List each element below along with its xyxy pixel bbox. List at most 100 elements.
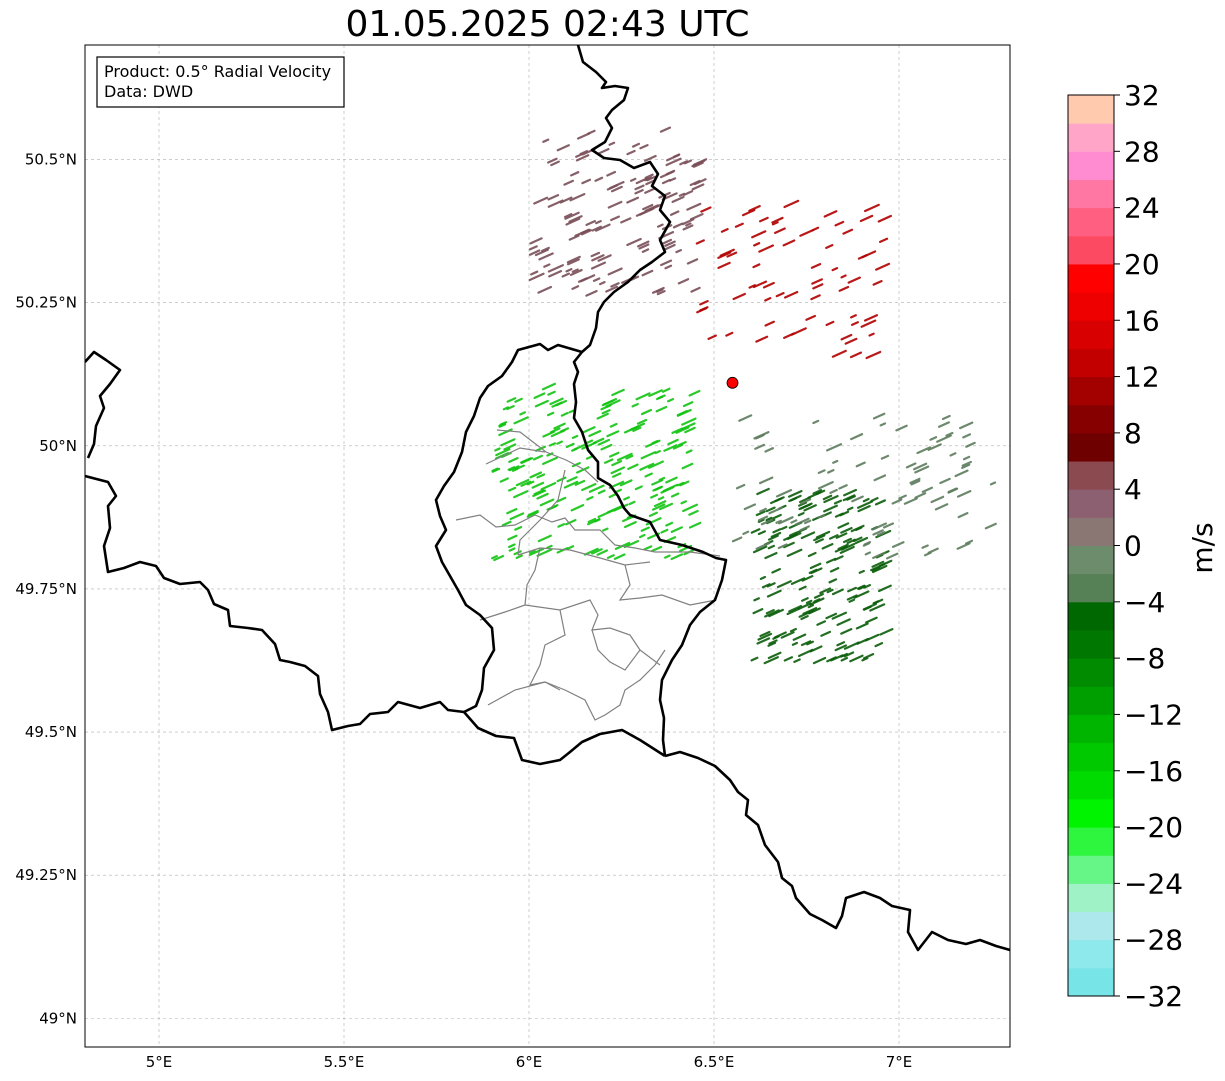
echo-streak [734,222,744,228]
echo-streak [630,177,637,182]
echo-streak [596,412,609,420]
border-be-fr [85,474,465,732]
echo-streak [812,488,823,495]
admin-border-line [479,547,541,621]
echo-streak [654,450,661,455]
echo-streak [664,264,673,270]
echo-streak [608,141,616,146]
lat-tick-label: 50°N [39,437,77,455]
echo-streak [591,225,602,232]
echo-streak [500,438,516,447]
echo-streak [840,526,853,534]
echo-streak [503,443,517,451]
echo-streak [882,522,895,529]
echo-streak [547,264,564,273]
echo-streak [660,486,675,494]
echo-streak [786,532,802,540]
echo-streak [759,507,767,513]
echo-streak [680,500,687,505]
echo-streak [831,267,839,272]
echo-streak [682,190,694,196]
echo-streak [798,585,807,591]
echo-streak [775,488,793,498]
echo-streak [534,399,549,408]
echo-streak [597,509,614,518]
echo-streak [797,602,812,610]
echo-streak [857,504,871,513]
echo-streak [612,472,622,478]
echo-streak [569,268,583,276]
echo-streak [613,553,626,560]
echo-streak [508,543,516,549]
echo-streak [608,451,620,458]
echo-streak [858,569,865,574]
echo-streak [780,631,795,639]
echo-streak [576,466,590,474]
echo-streak [813,534,826,542]
echo-streak [854,536,869,545]
echo-streak [690,286,701,293]
echo-streak [557,523,566,528]
echo-streak [766,589,782,598]
echo-streak [576,132,591,140]
echo-streak [657,223,664,228]
echo-streak [834,545,848,553]
echo-streak [606,170,617,177]
echo-streak [685,222,692,227]
echo-streak [800,615,809,621]
echo-streak [880,454,890,460]
echo-streak [619,479,633,487]
echo-streak [566,258,580,266]
echo-streak [547,199,564,208]
echo-streak [783,290,799,299]
echo-streak [793,658,801,663]
echo-streak [652,485,663,492]
admin-border-line [517,547,651,566]
echo-streak [871,566,881,572]
echo-streak [585,220,596,226]
echo-streak [699,299,709,306]
echo-streak [764,609,780,618]
echo-streak [691,159,706,168]
echo-streak [610,215,620,222]
echo-streak [875,529,892,539]
echo-streak [665,521,674,527]
echo-streak [813,598,821,603]
echo-streak [759,575,767,580]
echo-streak [788,531,798,537]
echo-streak [865,616,878,624]
echo-streak [692,161,704,168]
info-product-text: Product: 0.5° Radial Velocity [104,62,331,81]
echo-streak [587,517,597,523]
echo-streak [742,530,750,535]
echo-streak [815,530,831,539]
echo-streak [843,488,857,497]
echo-streak [602,527,609,532]
echo-streak [528,272,545,282]
echo-streak [638,533,646,539]
echo-streak [491,467,501,473]
echo-streak [533,488,545,496]
echo-streak [594,176,604,182]
echo-streak [757,518,765,523]
echo-streak [667,438,679,446]
echo-streak [838,484,848,490]
echo-streak [509,512,525,521]
echo-streak [850,321,859,326]
echo-streak [802,606,818,615]
echo-streak [659,126,672,133]
lat-tick-label: 49.25°N [15,866,77,884]
echo-streak [638,243,650,250]
echo-streak [540,482,557,491]
echo-streak [826,443,843,452]
echo-streak [731,536,743,543]
echo-streak [838,285,850,292]
admin-border-line [487,649,666,721]
echo-streak [498,428,513,437]
echo-streak [542,430,556,438]
echo-streak [520,457,532,464]
echo-streak [641,248,650,253]
echo-streak [833,555,844,561]
echo-streak [788,494,802,503]
echo-streak [936,434,952,443]
